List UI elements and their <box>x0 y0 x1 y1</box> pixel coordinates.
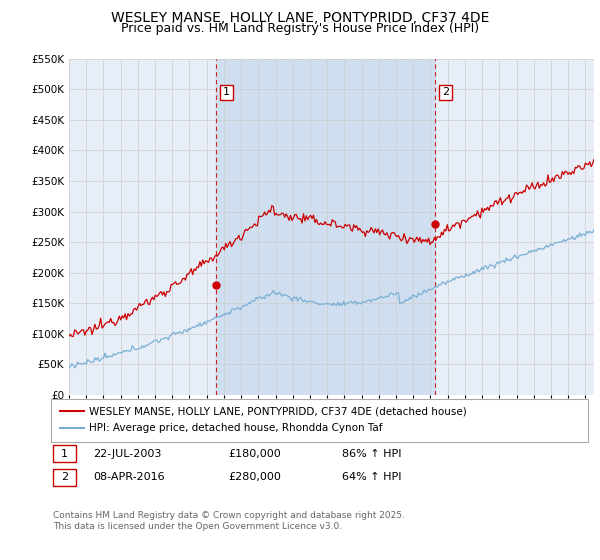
Text: 86% ↑ HPI: 86% ↑ HPI <box>342 449 401 459</box>
Text: WESLEY MANSE, HOLLY LANE, PONTYPRIDD, CF37 4DE (detached house): WESLEY MANSE, HOLLY LANE, PONTYPRIDD, CF… <box>89 406 467 416</box>
Text: Contains HM Land Registry data © Crown copyright and database right 2025.: Contains HM Land Registry data © Crown c… <box>53 511 404 520</box>
Text: This data is licensed under the Open Government Licence v3.0.: This data is licensed under the Open Gov… <box>53 522 342 531</box>
Text: 2: 2 <box>442 87 449 97</box>
Text: £180,000: £180,000 <box>228 449 281 459</box>
Text: 1: 1 <box>61 449 68 459</box>
Text: WESLEY MANSE, HOLLY LANE, PONTYPRIDD, CF37 4DE: WESLEY MANSE, HOLLY LANE, PONTYPRIDD, CF… <box>111 11 489 25</box>
Text: 64% ↑ HPI: 64% ↑ HPI <box>342 472 401 482</box>
Text: £280,000: £280,000 <box>228 472 281 482</box>
Text: Price paid vs. HM Land Registry's House Price Index (HPI): Price paid vs. HM Land Registry's House … <box>121 22 479 35</box>
Text: 08-APR-2016: 08-APR-2016 <box>93 472 164 482</box>
Text: 2: 2 <box>61 472 68 482</box>
Text: HPI: Average price, detached house, Rhondda Cynon Taf: HPI: Average price, detached house, Rhon… <box>89 423 382 433</box>
Text: 1: 1 <box>223 87 230 97</box>
Text: 22-JUL-2003: 22-JUL-2003 <box>93 449 161 459</box>
Bar <box>216 59 435 395</box>
